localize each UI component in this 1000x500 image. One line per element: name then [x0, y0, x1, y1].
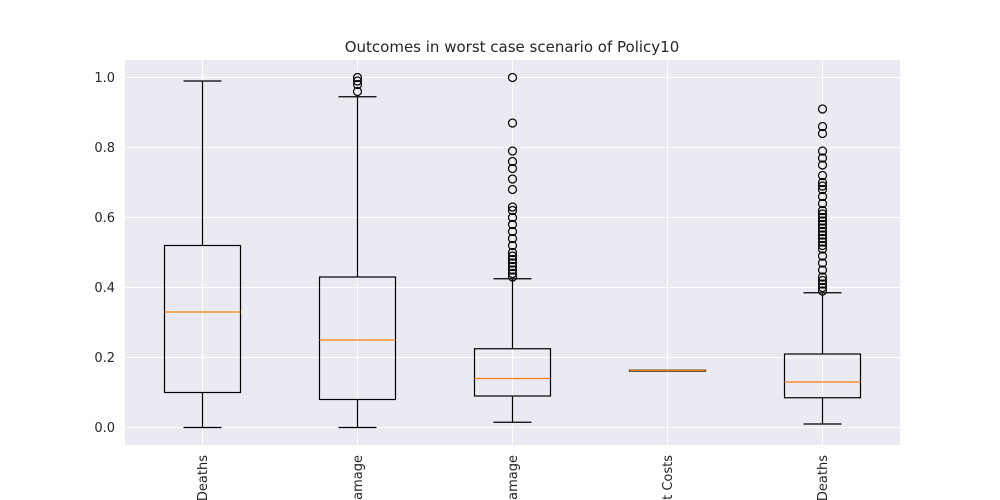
box-1 — [163, 80, 242, 429]
outlier-point — [507, 72, 518, 83]
outlier-point — [507, 212, 518, 223]
outlier-point — [817, 170, 828, 181]
outlier-point — [507, 233, 518, 244]
outlier-point — [817, 237, 828, 247]
outlier-point — [507, 254, 518, 265]
outlier-point — [817, 223, 828, 233]
y-axis-ticks: 0.0 0.2 0.4 0.6 0.8 1.0 — [94, 71, 115, 436]
outlier-point — [817, 219, 828, 230]
box-3 — [473, 72, 552, 423]
box-5 — [783, 104, 862, 425]
outlier-point — [817, 279, 828, 289]
box-4 — [628, 369, 707, 372]
x-tick-label: Deaths — [816, 455, 831, 500]
y-tick-label: 0.6 — [94, 211, 115, 226]
outlier-point — [817, 153, 828, 163]
outlier-point — [817, 184, 828, 195]
outlier-point — [817, 216, 828, 226]
box-2 — [318, 72, 397, 429]
outlier-point — [507, 272, 518, 282]
outlier-point — [817, 240, 828, 251]
outlier-point — [507, 219, 518, 230]
outlier-point — [507, 202, 518, 212]
y-tick-label: 0.2 — [94, 351, 115, 366]
outlier-point — [507, 184, 518, 195]
iqr-box — [163, 244, 242, 394]
outlier-point — [352, 72, 363, 83]
y-tick-label: 0.0 — [94, 421, 115, 436]
outlier-point — [817, 198, 828, 209]
outlier-point — [817, 226, 828, 237]
outlier-point — [817, 286, 828, 296]
x-tick-label: Deaths — [196, 455, 211, 500]
x-tick-label: Damage — [351, 455, 366, 500]
outlier-point — [817, 244, 828, 254]
outlier-point — [507, 205, 518, 216]
x-axis-ticks: Deaths Damage Damage t Costs Deaths — [196, 455, 831, 500]
iqr-box — [473, 348, 552, 397]
outlier-point — [507, 156, 518, 167]
outlier-point — [817, 146, 828, 156]
outlier-point — [352, 79, 363, 90]
outlier-point — [817, 160, 828, 170]
outlier-point — [817, 251, 828, 261]
outlier-point — [507, 226, 518, 237]
outlier-point — [817, 121, 828, 132]
outlier-point — [817, 191, 828, 202]
outlier-point — [352, 86, 363, 97]
outlier-point — [507, 174, 518, 184]
outlier-point — [817, 233, 828, 244]
y-tick-label: 0.8 — [94, 141, 115, 156]
x-tick-label: t Costs — [661, 455, 676, 500]
y-tick-label: 0.4 — [94, 281, 115, 296]
outlier-point — [507, 251, 518, 261]
outlier-point — [507, 247, 518, 258]
boxes-layer — [163, 72, 862, 429]
outlier-point — [817, 128, 828, 139]
outlier-point — [507, 268, 518, 279]
outlier-point — [507, 240, 518, 251]
outlier-point — [817, 181, 828, 191]
outlier-point — [817, 282, 828, 293]
outlier-point — [817, 104, 828, 114]
outlier-point — [817, 205, 828, 216]
outlier-point — [352, 76, 363, 86]
outlier-point — [817, 212, 828, 223]
outlier-point — [507, 118, 518, 128]
outlier-point — [817, 258, 828, 268]
outlier-point — [507, 265, 518, 275]
y-tick-label: 1.0 — [94, 71, 115, 86]
outlier-point — [817, 177, 828, 188]
outlier-point — [507, 261, 518, 272]
chart-title: Outcomes in worst case scenario of Polic… — [345, 38, 680, 56]
outlier-point — [817, 272, 828, 282]
outlier-point — [507, 163, 518, 174]
outlier-point — [507, 258, 518, 268]
outlier-point — [817, 275, 828, 286]
iqr-box — [783, 353, 862, 399]
outlier-point — [507, 146, 518, 156]
outlier-point — [817, 265, 828, 275]
outlier-point — [817, 230, 828, 240]
iqr-box — [318, 276, 397, 401]
outlier-point — [817, 209, 828, 219]
x-tick-label: Damage — [506, 455, 521, 500]
